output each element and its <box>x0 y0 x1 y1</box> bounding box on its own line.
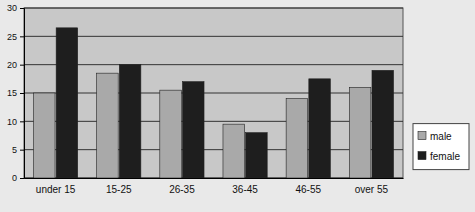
bar <box>97 73 119 178</box>
x-tick: over 55 <box>355 178 389 195</box>
y-tick-mark <box>20 150 24 151</box>
x-axis: under 15 15-25 26-35 36-45 46-55 over 55 <box>25 178 404 195</box>
legend-label: female <box>430 151 460 162</box>
y-tick-mark <box>20 65 24 66</box>
legend: male female <box>413 124 469 170</box>
grid-line <box>24 149 403 150</box>
grid <box>24 8 403 178</box>
bar <box>309 79 331 178</box>
y-tick-mark <box>20 178 24 179</box>
bar <box>56 28 78 178</box>
x-tick-label: 36-45 <box>232 184 258 195</box>
x-tick-label: 15-25 <box>106 184 132 195</box>
y-tick-mark <box>20 121 24 122</box>
y-tick-label: 0 <box>12 173 17 183</box>
bar <box>119 65 141 178</box>
grid-line <box>24 178 403 179</box>
y-tick-label: 5 <box>12 145 17 155</box>
series <box>56 28 393 178</box>
y-axis: 0 5 10 15 20 25 30 <box>7 3 25 183</box>
legend-swatch <box>418 152 426 160</box>
x-tick: 15-25 <box>106 178 132 195</box>
y-tick: 15 <box>7 88 24 98</box>
legend-label: male <box>430 131 452 142</box>
y-tick-label: 10 <box>7 117 17 127</box>
x-tick-label: 26-35 <box>169 184 195 195</box>
x-tick-label: 46-55 <box>295 184 321 195</box>
y-tick-label: 30 <box>7 3 17 13</box>
y-tick-label: 20 <box>7 60 17 70</box>
x-tick-label: over 55 <box>355 184 389 195</box>
y-tick: 25 <box>7 32 24 42</box>
grid-line <box>24 36 403 37</box>
y-tick: 10 <box>7 117 24 127</box>
x-tick: 26-35 <box>169 178 195 195</box>
y-tick: 5 <box>12 145 24 155</box>
x-tick-label: under 15 <box>36 184 76 195</box>
x-tick: 46-55 <box>295 178 321 195</box>
bar <box>160 90 182 178</box>
bar <box>246 133 268 178</box>
series <box>33 73 370 178</box>
y-tick: 30 <box>7 3 24 13</box>
bar <box>349 87 371 178</box>
legend-box <box>413 124 469 170</box>
bar <box>286 99 308 178</box>
bar <box>33 93 55 178</box>
y-tick: 20 <box>7 60 24 70</box>
x-tick: 36-45 <box>232 178 258 195</box>
plot-background <box>24 8 403 178</box>
grid-line <box>24 64 403 65</box>
bar <box>372 70 394 178</box>
chart: 0 5 10 15 20 25 30 under 15 15-25 26-35 36-45 46-55… <box>0 0 475 212</box>
y-tick: 0 <box>12 173 24 183</box>
grid-line <box>24 93 403 94</box>
grid-line <box>24 8 403 9</box>
y-tick-label: 25 <box>7 32 17 42</box>
x-axis-line <box>25 178 404 179</box>
y-tick-mark <box>20 36 24 37</box>
bar <box>182 82 204 178</box>
plot: 0 5 10 15 20 25 30 under 15 15-25 26-35 36-45 46-55… <box>7 3 404 195</box>
grid-line <box>24 121 403 122</box>
y-axis-line <box>20 9 25 179</box>
y-tick-label: 15 <box>7 88 17 98</box>
bar <box>223 124 245 178</box>
legend-swatch <box>418 132 426 140</box>
bars <box>33 28 393 178</box>
y-tick-mark <box>20 93 24 94</box>
y-tick-mark <box>20 8 24 9</box>
x-tick: under 15 <box>36 178 76 195</box>
